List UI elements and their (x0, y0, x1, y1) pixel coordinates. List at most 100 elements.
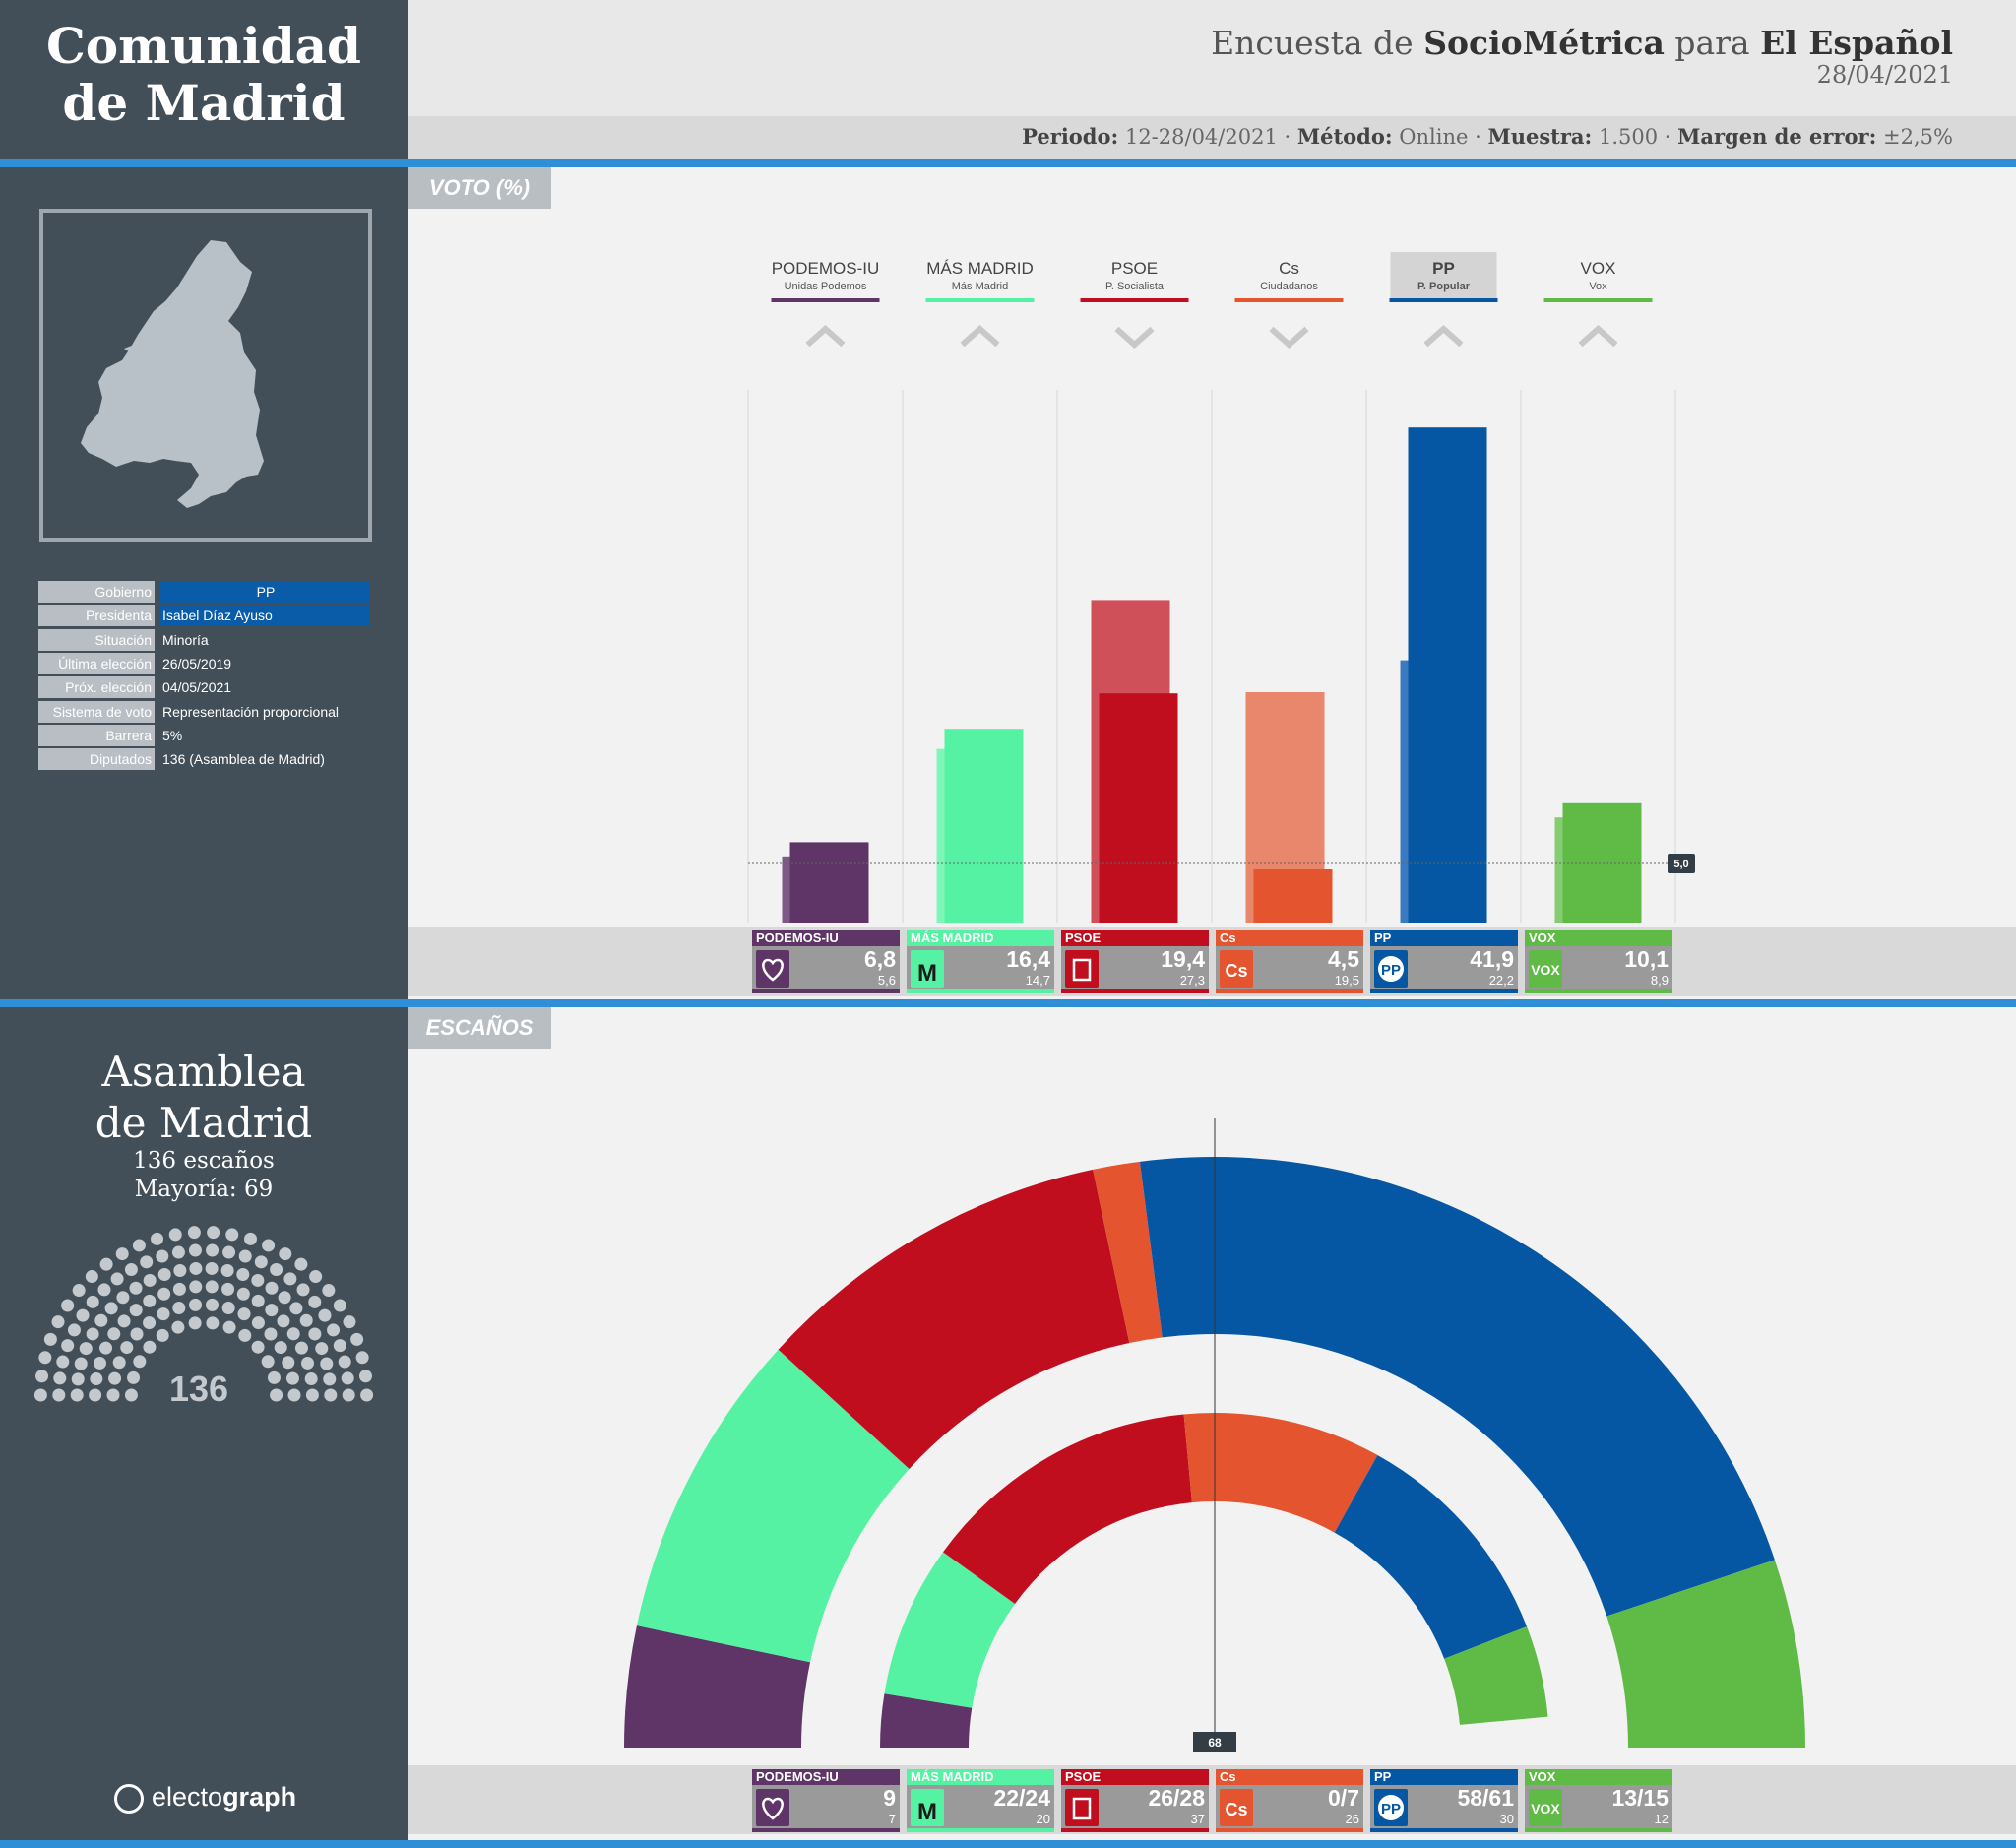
source-line: Encuesta de SocioMétrica para El Español (1211, 24, 1953, 62)
seat-box-cs: Cs Cs 0/7 26 (1216, 1769, 1363, 1832)
bar-current-pp (1408, 427, 1487, 923)
result-value: 41,9 (1470, 946, 1514, 972)
result-previous: 8,9 (1650, 973, 1669, 988)
electograph-icon (114, 1783, 144, 1814)
hemicycle-seat (251, 1340, 265, 1354)
hemicycle-seat (206, 1316, 220, 1330)
hemicycle-seat (358, 1370, 372, 1383)
result-underline (1216, 1828, 1363, 1832)
result-underline (907, 1828, 1054, 1832)
seats-current-arc-psoe (778, 1169, 1130, 1470)
hemicycle-seat (262, 1239, 276, 1252)
error-label: Margen de error: (1677, 124, 1877, 149)
result-value: 22/24 (993, 1785, 1050, 1811)
hemicycle-seat (158, 1268, 171, 1282)
info-value: PP (159, 581, 369, 603)
party-header-podemos-iu: PODEMOS-IU Unidas Podemos (771, 259, 880, 348)
svg-text:M: M (917, 960, 937, 987)
pollster-name: SocioMétrica (1423, 24, 1665, 62)
hemicycle-seat (187, 1226, 201, 1240)
source-prefix: Encuesta de (1211, 24, 1414, 62)
hemicycle-seat (285, 1371, 299, 1385)
info-row-situacion: Situación Minoría (38, 628, 369, 651)
result-value: 0/7 (1328, 1785, 1359, 1811)
vote-box-cs: Cs Cs 4,5 19,5 (1216, 930, 1363, 993)
hemicycle-seat (205, 1261, 219, 1275)
poll-meta: Periodo: 12-28/04/2021 · Método: Online … (1022, 124, 1953, 149)
hemicycle-seat (343, 1315, 356, 1329)
vote-box-psoe: PSOE 19,4 27,3 (1061, 930, 1209, 993)
hemicycle-seat (279, 1247, 292, 1261)
result-underline (752, 1828, 900, 1832)
hemicycle-seat (220, 1263, 234, 1277)
poll-date: 28/04/2021 (1816, 61, 1953, 89)
hemicycle-seat (189, 1261, 203, 1275)
hemicycle-seat (251, 1273, 265, 1287)
result-value: 26/28 (1148, 1785, 1205, 1811)
result-previous: 27,3 (1179, 973, 1205, 988)
party-header-underline (1544, 298, 1653, 302)
seat-box-vox: VOX VOX 13/15 12 (1525, 1769, 1672, 1832)
hemicycle-seat (172, 1302, 186, 1315)
info-key: Diputados (38, 748, 155, 771)
svg-text:Cs: Cs (1225, 961, 1247, 981)
hemicycle-seat (56, 1355, 70, 1369)
assembly-title: Asamblea de Madrid (0, 1047, 408, 1149)
party-header-cs: Cs Ciudadanos (1234, 259, 1344, 350)
region-title: Comunidad de Madrid (0, 18, 408, 132)
rose-icon (1065, 1789, 1099, 1826)
hemicycle-seat (108, 1371, 122, 1385)
hemicycle-seat (74, 1357, 88, 1370)
result-previous: 19,5 (1334, 973, 1359, 988)
party-header-sub: Más Madrid (952, 281, 1008, 292)
info-row-presidenta: Presidenta Isabel Díaz Ayuso (38, 605, 369, 627)
info-key: Situación (38, 628, 155, 651)
svg-text:VOX: VOX (1531, 1801, 1560, 1816)
party-header-name: MÁS MADRID (926, 259, 1034, 278)
m-icon: M (911, 1789, 944, 1826)
assembly-title-line1: Asamblea (101, 1048, 306, 1096)
brand-bold: graph (222, 1782, 297, 1812)
chevron-up-icon (1423, 324, 1464, 348)
result-party-name: PP (1370, 930, 1518, 946)
chevron-down-icon (1114, 326, 1155, 350)
hemicycle-seat (94, 1356, 107, 1370)
svg-text:Cs: Cs (1225, 1800, 1247, 1819)
info-row-barrera: Barrera 5% (38, 724, 369, 746)
hemicycle-seat (188, 1243, 202, 1257)
result-party-name: Cs (1216, 930, 1363, 946)
hemicycle-seat (71, 1372, 85, 1386)
result-value: 9 (883, 1785, 896, 1811)
hemicycle-seat (97, 1283, 111, 1297)
hemicycle-seat (130, 1327, 144, 1341)
result-value: 58/61 (1457, 1785, 1514, 1811)
hemicycle-seat (304, 1372, 318, 1386)
hemicycle-seat (333, 1299, 346, 1312)
source-mid: para (1674, 24, 1750, 62)
hemicycle-seat (270, 1388, 284, 1402)
hemicycle-seat (294, 1341, 308, 1355)
info-row-ultima-eleccion: Última elección 26/05/2019 (38, 652, 369, 674)
hemicycle-seat (188, 1316, 202, 1330)
seat-box-podemos-iu: PODEMOS-IU 9 7 (752, 1769, 900, 1832)
threshold-badge (1668, 854, 1695, 873)
region-title-line1: Comunidad (45, 17, 362, 75)
hemicycle-seat (171, 1245, 185, 1259)
pp-icon: PP (1374, 950, 1408, 988)
seat-box-psoe: PSOE 26/28 37 (1061, 1769, 1209, 1832)
result-value: 16,4 (1006, 946, 1050, 972)
pp-icon: PP (1374, 1789, 1408, 1826)
result-party-name: PSOE (1061, 1769, 1209, 1785)
vote-box-vox: VOX VOX 10,1 8,9 (1525, 930, 1672, 993)
info-key: Presidenta (38, 605, 155, 627)
region-title-line2: de Madrid (62, 74, 346, 132)
seats-current-arc-podemos-iu (624, 1625, 811, 1748)
hemicycle-seat (106, 1388, 120, 1402)
seat-arc-chart: 68 (624, 1118, 1805, 1752)
seats-previous-arc-podemos-iu (880, 1693, 973, 1748)
result-party-name: VOX (1525, 1769, 1672, 1785)
hemicycle-seat (270, 1263, 284, 1277)
heart-icon (756, 1789, 789, 1826)
assembly-majority: Mayoría: 69 (134, 1177, 274, 1202)
result-party-name: MÁS MADRID (907, 1769, 1054, 1785)
